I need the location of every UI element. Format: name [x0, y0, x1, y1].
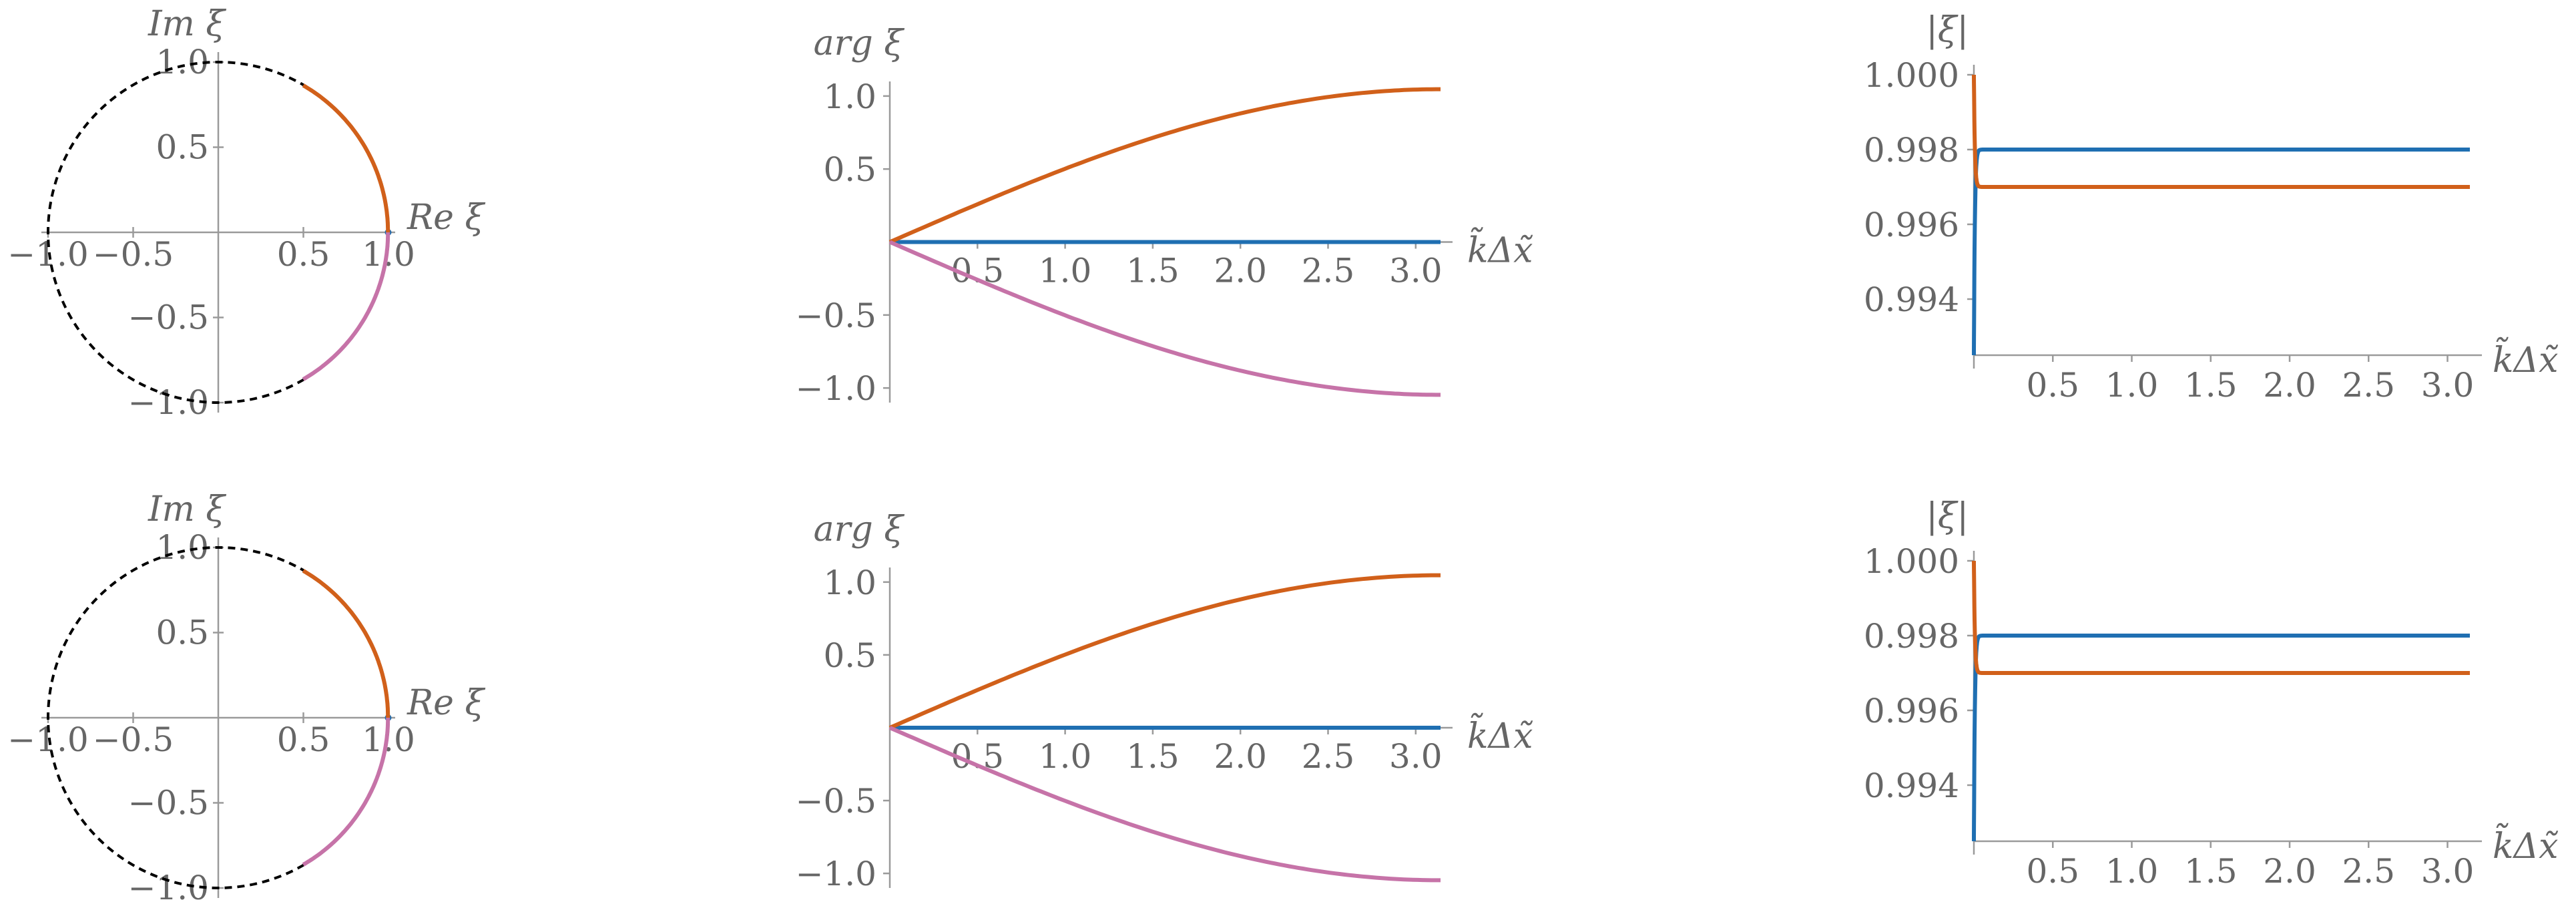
x-tick-label: 2.5 [2342, 852, 2395, 891]
x-tick-label: 0.5 [277, 720, 330, 759]
y-tick-label: 1.0 [823, 77, 876, 116]
x-axis-title: k̃Δx̃ [2493, 336, 2559, 381]
y-tick-label: 0.5 [823, 636, 876, 675]
y-tick-label: 0.998 [1864, 131, 1959, 170]
y-tick-label: −1.0 [128, 383, 209, 422]
panel-bottom-right: 0.5 1.0 1.5 2.0 2.5 3.0 0.994 0.996 0.998 1.000 k̃… [1864, 496, 2559, 891]
y-tick-label: 0.996 [1864, 206, 1959, 244]
y-axis-title: arg ξ [814, 23, 905, 63]
panel-top-right: 0.5 1.0 1.5 2.0 2.5 3.0 0.994 0.996 0.998 1.000 k̃… [1864, 10, 2559, 405]
y-tick-label: −0.5 [128, 784, 209, 823]
y-tick-label: 0.5 [156, 128, 209, 167]
x-tick-label: 2.5 [1302, 737, 1355, 776]
y-tick-label: 1.0 [156, 43, 209, 81]
series-line [888, 87, 1441, 244]
x-tick-label: 0.5 [2026, 852, 2079, 891]
panel-top-left: −1.0 −0.5 0.5 1.0−1.0−0.50.51.0Re ξIm ξ [7, 4, 485, 422]
x-tick-label: −0.5 [93, 720, 174, 759]
x-tick-label: 1.5 [1126, 737, 1180, 776]
x-axis-title: k̃Δx̃ [1467, 712, 1533, 756]
y-tick-label: 0.994 [1864, 280, 1959, 319]
x-tick-label: −0.5 [93, 235, 174, 274]
series-line [888, 726, 1441, 883]
x-axis-title: k̃Δx̃ [1467, 226, 1533, 270]
series-line [888, 240, 1441, 397]
y-tick-label: −0.5 [796, 782, 876, 821]
x-tick-label: 1.5 [2184, 852, 2238, 891]
series-line [1972, 634, 2470, 841]
series-line [1972, 148, 2470, 355]
series-line [888, 573, 1441, 730]
x-axis-title: Re ξ [407, 198, 485, 238]
x-tick-label: 1.0 [2105, 852, 2159, 891]
y-axis-title: arg ξ [814, 509, 905, 549]
y-tick-label: 1.0 [156, 528, 209, 567]
y-tick-label: 0.994 [1864, 766, 1959, 805]
y-tick-label: −1.0 [128, 869, 209, 907]
series-line [1972, 561, 2470, 675]
x-tick-label: 3.0 [2421, 366, 2475, 405]
x-tick-label: 0.5 [2026, 366, 2079, 405]
x-tick-label: 2.5 [1302, 252, 1355, 290]
y-tick-label: 0.5 [156, 614, 209, 652]
series-arc [302, 718, 391, 867]
x-axis-title: Re ξ [407, 683, 485, 723]
panel-top-middle: 0.5 1.0 1.5 2.0 2.5 3.0−1.0−0.50.51.0k̃Δx̃arg… [796, 23, 1533, 408]
y-tick-label: −1.0 [796, 369, 876, 408]
x-tick-label: 2.0 [1214, 737, 1267, 776]
y-tick-label: −0.5 [796, 296, 876, 335]
x-axis-title: k̃Δx̃ [2493, 823, 2559, 867]
series-arc [302, 232, 391, 381]
y-axis-title: Im ξ [148, 489, 226, 529]
y-axis-title: |ξ| [1926, 10, 1969, 50]
x-tick-label: 1.0 [1039, 252, 1092, 290]
y-tick-label: 1.000 [1864, 542, 1959, 581]
y-tick-label: −0.5 [128, 298, 209, 337]
y-axis-title: Im ξ [148, 4, 226, 44]
panel-bottom-middle: 0.5 1.0 1.5 2.0 2.5 3.0−1.0−0.50.51.0k̃Δx̃arg… [796, 509, 1533, 893]
x-tick-label: 3.0 [2421, 852, 2475, 891]
y-tick-label: −1.0 [796, 855, 876, 893]
x-tick-label: 0.5 [277, 235, 330, 274]
series-arc [302, 83, 391, 232]
x-tick-label: 1.0 [1039, 737, 1092, 776]
x-tick-label: 1.5 [2184, 366, 2238, 405]
x-tick-label: 2.5 [2342, 366, 2395, 405]
x-tick-label: 3.0 [1389, 737, 1443, 776]
y-tick-label: 0.998 [1864, 617, 1959, 656]
y-tick-label: 1.000 [1864, 56, 1959, 95]
x-tick-label: 2.0 [1214, 252, 1267, 290]
x-tick-label: 1.5 [1126, 252, 1180, 290]
panel-bottom-left: −1.0 −0.5 0.5 1.0−1.0−0.50.51.0Re ξIm ξ [7, 489, 485, 907]
y-tick-label: 0.996 [1864, 692, 1959, 730]
x-tick-label: 3.0 [1389, 252, 1443, 290]
y-axis-title: |ξ| [1926, 496, 1969, 536]
y-tick-label: 0.5 [823, 150, 876, 189]
y-tick-label: 1.0 [823, 563, 876, 602]
x-tick-label: 1.0 [2105, 366, 2159, 405]
series-line [1972, 75, 2470, 189]
series-arc [302, 569, 391, 718]
x-tick-label: 2.0 [2263, 366, 2316, 405]
x-tick-label: 2.0 [2263, 852, 2316, 891]
